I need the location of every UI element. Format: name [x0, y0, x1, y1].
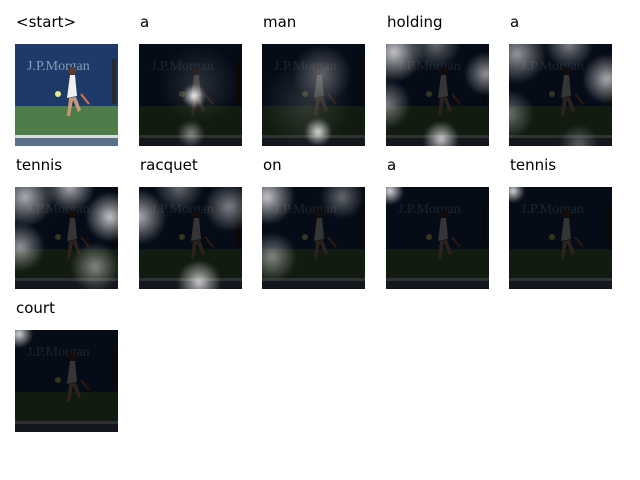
attention-glow: [204, 187, 242, 232]
attention-glow: [177, 120, 205, 146]
caption: racquet: [140, 156, 198, 174]
attention-glow: [159, 44, 239, 124]
body: [67, 75, 77, 98]
head: [68, 67, 76, 75]
attention-tile: J.P.Morgan: [139, 187, 242, 289]
attention-glow: [464, 52, 489, 96]
attention-glow: [582, 54, 612, 104]
attention-glow: [15, 187, 55, 227]
caption: tennis: [16, 156, 62, 174]
caption: a: [510, 13, 519, 31]
attention-glow: [262, 187, 295, 225]
attention-glow: [509, 89, 534, 139]
side-figure: [112, 59, 116, 104]
attention-tile: J.P.Morgan: [262, 44, 365, 146]
caption: holding: [387, 13, 443, 31]
caption: tennis: [510, 156, 556, 174]
attention-glow: [544, 44, 594, 69]
racquet: [80, 93, 90, 105]
attention-glow: [85, 192, 118, 242]
attention-glow: [15, 330, 33, 348]
attention-tile: J.P.Morgan: [509, 187, 612, 289]
attention-glow: [320, 187, 364, 219]
attention-glow: [262, 232, 297, 282]
attention-glow: [423, 121, 459, 146]
attention-glow: [559, 124, 599, 146]
attention-tile: J.P.Morgan: [15, 187, 118, 289]
attention-tile: J.P.Morgan: [386, 187, 489, 289]
ball: [55, 91, 61, 97]
attention-glow: [15, 222, 45, 272]
attention-tile: J.P.Morgan: [386, 44, 489, 146]
attention-glow: [386, 187, 404, 205]
attention-tile: J.P.Morgan: [509, 44, 612, 146]
caption: on: [263, 156, 282, 174]
wall: [15, 44, 118, 106]
caption: man: [263, 13, 296, 31]
dark-overlay: [509, 187, 612, 289]
attention-glow: [177, 260, 221, 289]
attention-glow: [386, 79, 411, 129]
attention-glow: [45, 187, 95, 212]
caption: <start>: [16, 13, 76, 31]
banner-text: J.P.Morgan: [27, 59, 90, 74]
attention-tile: J.P.Morgan: [262, 187, 365, 289]
caption: a: [140, 13, 149, 31]
attention-tile: J.P.Morgan: [15, 44, 118, 146]
attention-glow: [411, 44, 461, 69]
court-edge: [15, 138, 118, 146]
dark-overlay: [386, 187, 489, 289]
caption: court: [16, 299, 55, 317]
attention-glow: [262, 59, 352, 146]
attention-tile: J.P.Morgan: [139, 44, 242, 146]
attention-glow: [509, 187, 525, 203]
legs: [67, 97, 81, 116]
baseline: [15, 135, 118, 138]
attention-tile: J.P.Morgan: [15, 330, 118, 432]
dark-overlay: [15, 330, 118, 432]
attention-glow: [509, 44, 547, 84]
attention-glow: [154, 187, 204, 212]
caption: a: [387, 156, 396, 174]
attention-glow: [70, 242, 118, 289]
